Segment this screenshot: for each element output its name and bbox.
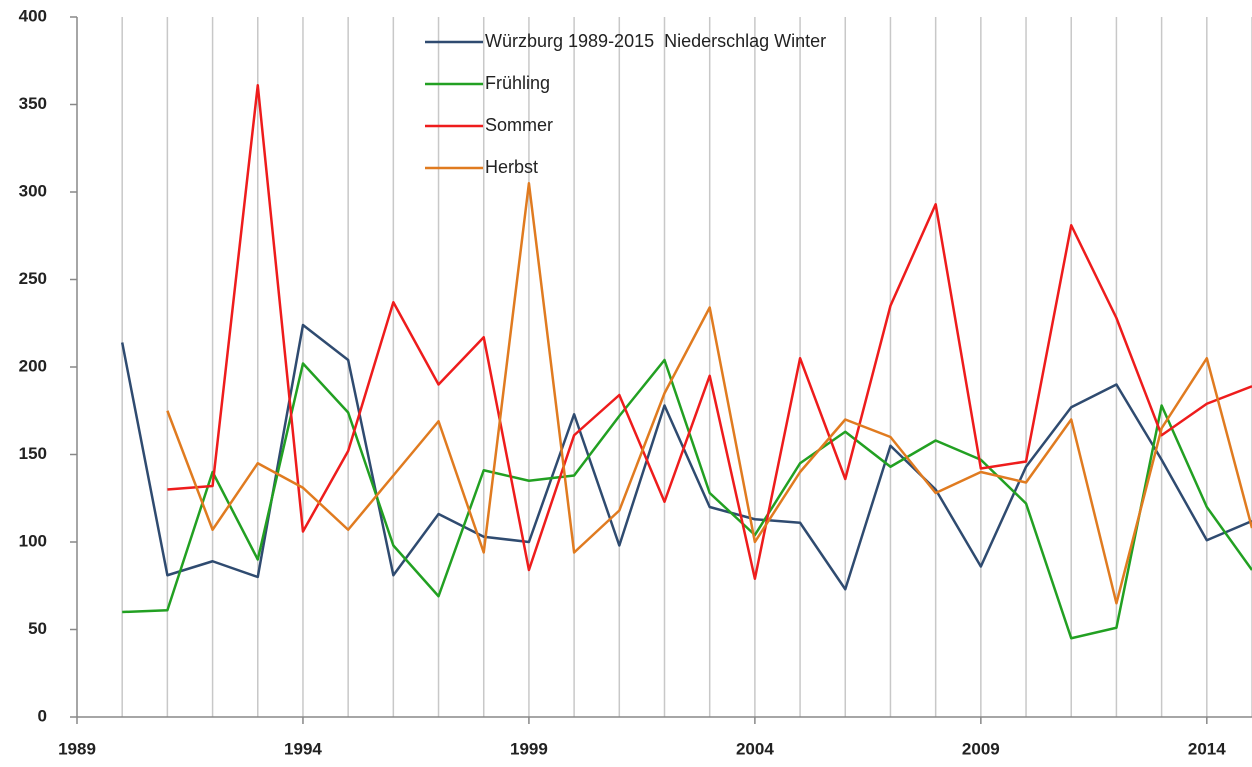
x-tick-label: 1999 xyxy=(510,739,548,758)
y-tick-label: 100 xyxy=(19,531,47,550)
x-tick-label: 1989 xyxy=(58,739,96,758)
y-tick-label: 350 xyxy=(19,94,47,113)
legend-label: Sommer xyxy=(485,115,553,135)
x-tick-label: 2014 xyxy=(1188,739,1226,758)
y-tick-label: 200 xyxy=(19,356,47,375)
legend-label: Herbst xyxy=(485,157,538,177)
y-tick-label: 300 xyxy=(19,181,47,200)
y-tick-label: 400 xyxy=(19,6,47,25)
series-line xyxy=(122,358,1252,640)
y-tick-label: 50 xyxy=(28,619,47,638)
y-tick-label: 150 xyxy=(19,444,47,463)
x-tick-label: 2009 xyxy=(962,739,1000,758)
legend-label: Frühling xyxy=(485,73,550,93)
series-line xyxy=(120,323,1252,591)
series-line xyxy=(167,84,1252,580)
x-tick-label: 2004 xyxy=(736,739,774,758)
y-tick-label: 250 xyxy=(19,269,47,288)
y-tick-label: 0 xyxy=(38,706,47,725)
x-tick-label: 1994 xyxy=(284,739,322,758)
series-line xyxy=(166,182,1252,605)
legend-label: Würzburg 1989-2015 Niederschlag Winter xyxy=(485,31,826,51)
